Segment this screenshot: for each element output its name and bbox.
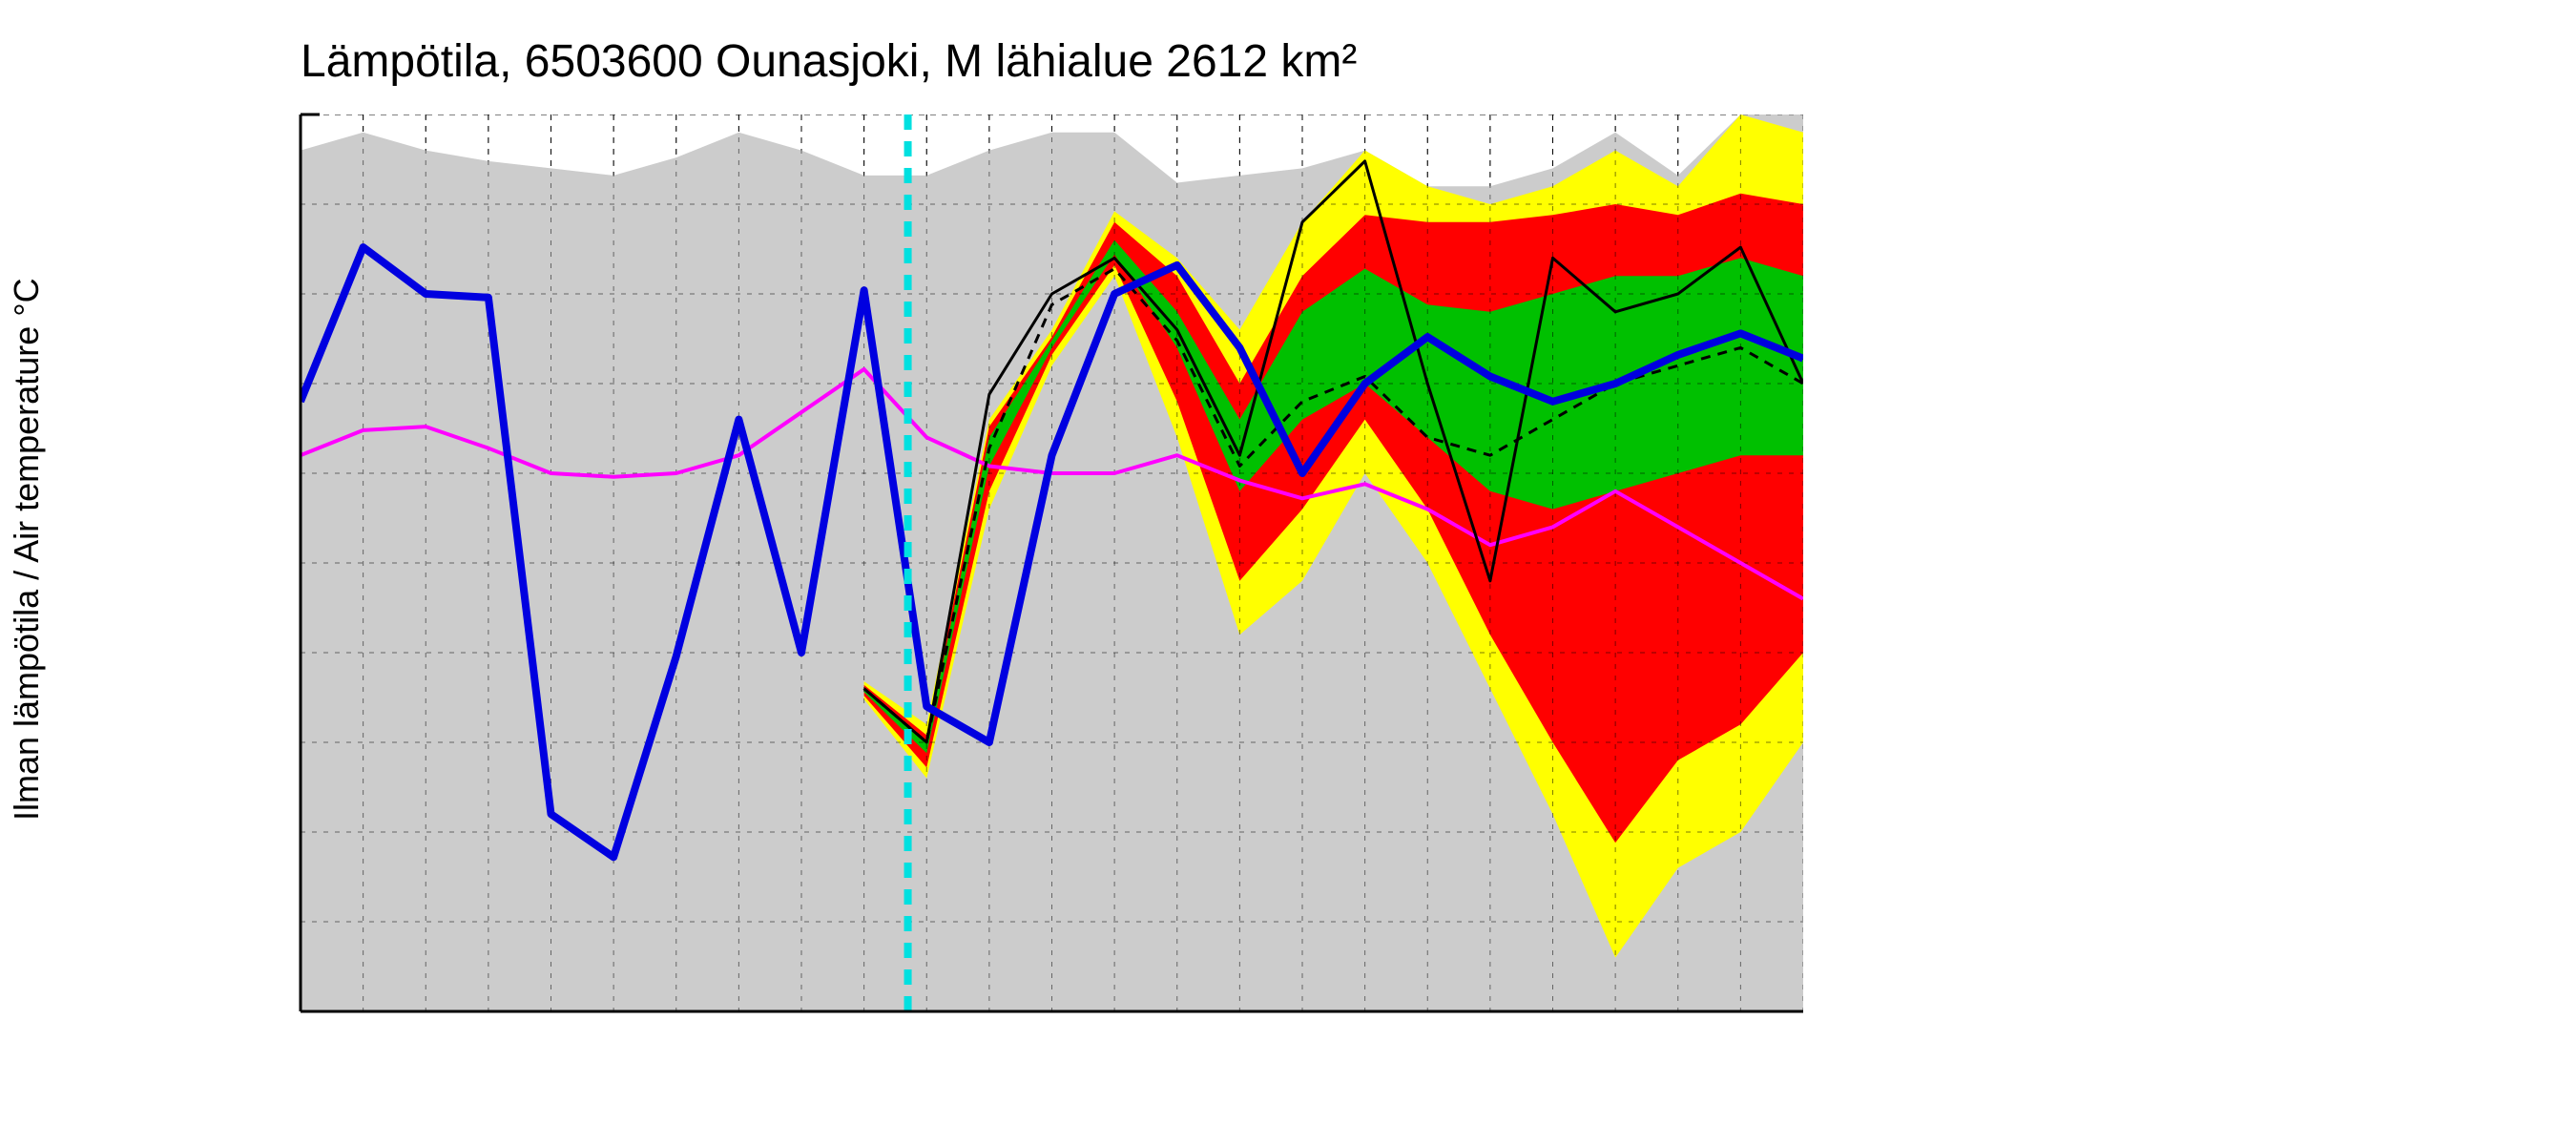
chart-title: Lämpötila, 6503600 Ounasjoki, M lähialue…: [301, 36, 1357, 87]
y-axis-label: Ilman lämpötila / Air temperature °C: [7, 278, 46, 821]
temperature-forecast-chart: Lämpötila, 6503600 Ounasjoki, M lähialue…: [0, 0, 2576, 1145]
